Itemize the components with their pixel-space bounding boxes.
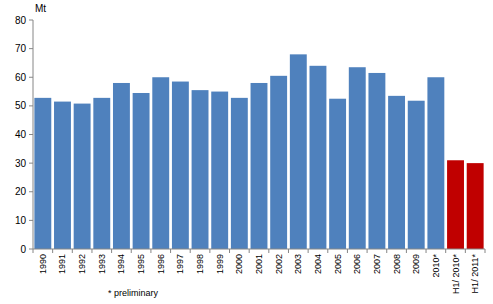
bars	[34, 54, 483, 249]
x-tick	[33, 249, 34, 253]
x-tick	[249, 249, 250, 253]
bar	[408, 101, 425, 249]
x-tick	[72, 249, 73, 253]
x-tick	[150, 249, 151, 253]
x-tick-label: 2004	[313, 254, 323, 274]
x-tick-label: 1997	[175, 254, 185, 274]
y-tick-label: 80	[15, 15, 27, 26]
y-tick	[29, 163, 33, 164]
x-tick	[347, 249, 348, 253]
x-tick	[229, 249, 230, 253]
y-tick	[29, 134, 33, 135]
x-tick-label: 2007	[372, 254, 382, 274]
x-tick	[170, 249, 171, 253]
x-axis	[33, 249, 485, 250]
x-tick	[111, 249, 112, 253]
x-tick-label: 1993	[97, 254, 107, 274]
y-tick	[29, 191, 33, 192]
bar	[231, 98, 248, 249]
x-tick	[91, 249, 92, 253]
bar	[427, 77, 444, 249]
y-tick-label: 40	[15, 129, 27, 140]
x-tick	[485, 249, 486, 253]
y-tick-label: 20	[15, 186, 27, 197]
y-axis	[33, 20, 34, 249]
x-tick-label: 2006	[352, 254, 362, 274]
x-tick-label: 1992	[77, 254, 87, 274]
chart: 0 10 20 30 40 50 60 70 80 Mt 1990 1991 1992 1993 1994 1…	[0, 0, 493, 304]
x-tick	[209, 249, 210, 253]
y-tick	[29, 48, 33, 49]
y-tick-label: 30	[15, 158, 27, 169]
x-tick	[268, 249, 269, 253]
x-tick-label: 1990	[38, 254, 48, 274]
footnote: * preliminary	[108, 288, 159, 298]
x-tick-label: 1991	[57, 254, 67, 274]
bar	[270, 76, 287, 249]
bar	[211, 92, 228, 249]
y-tick	[29, 105, 33, 106]
x-tick	[426, 249, 427, 253]
bar	[74, 104, 91, 249]
y-tick-label: 10	[15, 215, 27, 226]
bar	[54, 102, 71, 249]
x-tick-label: 2005	[333, 254, 343, 274]
bar	[467, 163, 484, 249]
x-tick-label: 2000	[234, 254, 244, 274]
x-tick-label: 2010*	[431, 254, 441, 278]
x-tick	[327, 249, 328, 253]
x-tick	[386, 249, 387, 253]
x-tick-label: 1994	[116, 254, 126, 274]
x-tick-label: 1998	[195, 254, 205, 274]
x-tick	[131, 249, 132, 253]
x-tick-label: H1/ 2011*	[470, 254, 480, 294]
bar	[368, 73, 385, 249]
y-tick	[29, 220, 33, 221]
bar	[290, 54, 307, 249]
bar	[310, 66, 327, 249]
y-tick	[29, 249, 33, 250]
x-tick	[288, 249, 289, 253]
y-tick	[29, 77, 33, 78]
x-tick	[367, 249, 368, 253]
x-tick-label: 1999	[215, 254, 225, 274]
y-tick-label: 0	[20, 244, 26, 255]
bar	[251, 83, 268, 249]
x-tick-label: 2009	[411, 254, 421, 274]
x-tick	[445, 249, 446, 253]
x-tick-label: 2003	[293, 254, 303, 274]
x-tick	[190, 249, 191, 253]
x-tick	[465, 249, 466, 253]
bar	[113, 83, 130, 249]
y-tick-label: 70	[15, 43, 27, 54]
x-tick	[406, 249, 407, 253]
bar	[329, 99, 346, 249]
x-tick-label: 1995	[136, 254, 146, 274]
bar	[34, 98, 51, 249]
x-tick	[52, 249, 53, 253]
y-tick-label: 50	[15, 100, 27, 111]
bar	[349, 67, 366, 249]
x-tick-label: 2001	[254, 254, 264, 274]
bar	[93, 98, 110, 249]
bar	[192, 90, 209, 249]
x-tick-label: H1/ 2010*	[451, 254, 461, 295]
bar	[447, 160, 464, 249]
bar	[133, 93, 150, 249]
y-axis-label: Mt	[35, 3, 46, 14]
x-tick	[308, 249, 309, 253]
bar	[172, 82, 189, 249]
y-tick	[29, 20, 33, 21]
x-tick-label: 2008	[392, 254, 402, 274]
x-tick-label: 1996	[156, 254, 166, 274]
x-tick-label: 2002	[274, 254, 284, 274]
bar	[388, 96, 405, 249]
bar	[152, 77, 169, 249]
y-tick-label: 60	[15, 72, 27, 83]
